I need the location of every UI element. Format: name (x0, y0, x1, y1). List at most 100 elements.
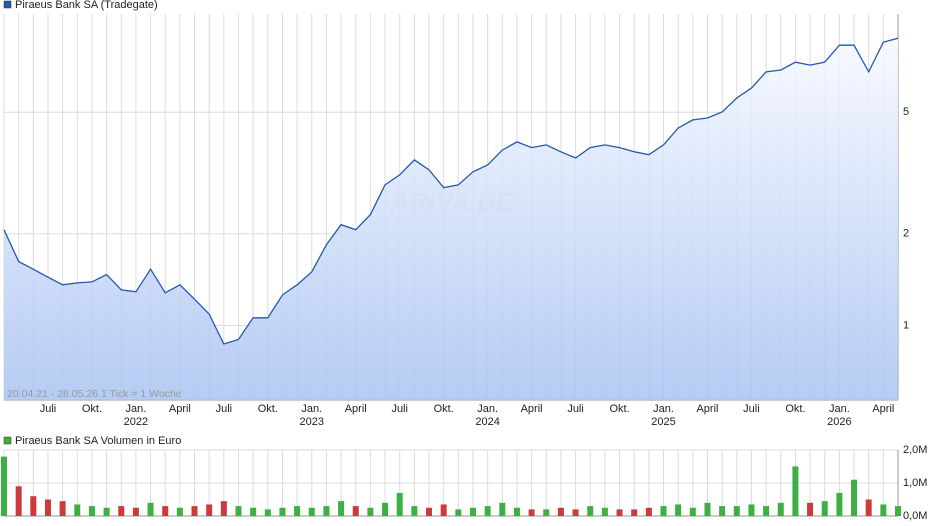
volume-bar (15, 486, 22, 516)
volume-bar (880, 504, 887, 516)
x-tick-label: Okt. (258, 403, 278, 415)
volume-bar (352, 506, 359, 516)
volume-bar (675, 504, 682, 516)
x-tick-label: April (169, 403, 191, 415)
volume-bar (440, 504, 447, 516)
y-tick-label: 0,0M (903, 510, 927, 522)
price-area (4, 38, 898, 400)
volume-bar (807, 502, 814, 516)
x-tick-label: Okt. (434, 403, 454, 415)
volume-bar (411, 506, 418, 516)
volume-bar (645, 507, 652, 516)
volume-bar (572, 509, 579, 516)
volume-bar (660, 506, 667, 516)
volume-bar (323, 506, 330, 516)
volume-bar (279, 507, 286, 516)
y-tick-label: 2 (903, 228, 909, 240)
volume-bar (367, 507, 374, 516)
y-tick-label: 1,0M (903, 477, 927, 489)
x-year-label: 2024 (475, 416, 499, 428)
volume-bar (719, 506, 726, 516)
x-tick-label: April (521, 403, 543, 415)
volume-bar (689, 507, 696, 516)
volume-bar (206, 504, 213, 516)
date-range-note: 20.04.21 - 28.05.26 1 Tick = 1 Woche (7, 388, 182, 400)
volume-bar (704, 502, 711, 516)
volume-bar (484, 506, 491, 516)
volume-bar (294, 506, 301, 516)
x-tick-label: Jan. (126, 403, 147, 415)
legend-swatch (3, 436, 12, 445)
x-tick-label: Jan. (829, 403, 850, 415)
volume-bar (382, 502, 389, 516)
volume-bar (616, 509, 623, 516)
volume-bar (455, 509, 462, 516)
volume-bar (836, 492, 843, 516)
volume-bar (308, 507, 315, 516)
volume-bar (1, 456, 7, 516)
volume-bar (851, 479, 858, 516)
volume-bar (132, 507, 139, 516)
volume-bar (792, 466, 799, 516)
volume-bar (59, 501, 66, 516)
x-tick-label: Jan. (653, 403, 674, 415)
x-tick-label: Juli (40, 403, 57, 415)
volume-bar (88, 506, 95, 516)
volume-bar (191, 506, 198, 516)
volume-bar (235, 506, 242, 516)
x-tick-label: Juli (743, 403, 760, 415)
volume-bar (264, 509, 271, 516)
volume-bar (528, 509, 535, 516)
x-tick-label: Jan. (477, 403, 498, 415)
volume-bar (44, 499, 51, 516)
volume-bar (777, 502, 784, 516)
volume-bar (821, 501, 828, 516)
volume-bar (176, 507, 183, 516)
x-tick-label: Juli (216, 403, 233, 415)
y-tick-label: 1 (903, 319, 909, 331)
volume-bar (74, 504, 81, 516)
x-tick-label: April (345, 403, 367, 415)
x-tick-label: April (696, 403, 718, 415)
x-year-label: 2023 (300, 416, 324, 428)
volume-bar (103, 507, 110, 516)
volume-bar (499, 502, 506, 516)
y-tick-label: 2,0M (903, 444, 927, 456)
volume-bar (865, 499, 872, 516)
x-year-label: 2025 (651, 416, 675, 428)
volume-bar (543, 509, 550, 516)
volume-bar (469, 507, 476, 516)
volume-bar (587, 506, 594, 516)
volume-bar (162, 506, 169, 516)
legend-swatch (3, 0, 12, 9)
x-tick-label: Jan. (301, 403, 322, 415)
x-tick-label: Juli (391, 403, 408, 415)
volume-bar (30, 496, 37, 516)
volume-bar (250, 507, 257, 516)
volume-bar (426, 507, 433, 516)
volume-bar (601, 507, 608, 516)
volume-bar (748, 504, 755, 516)
price-line (3, 37, 899, 345)
volume-bar (733, 506, 740, 516)
y-tick-label: 5 (903, 106, 909, 118)
volume-bar (338, 501, 345, 516)
legend-label: Piraeus Bank SA Volumen in Euro (15, 435, 181, 447)
volume-bar (396, 492, 403, 516)
x-tick-label: Okt. (609, 403, 629, 415)
volume-bar (557, 507, 564, 516)
x-tick-label: Okt. (82, 403, 102, 415)
volume-bar (147, 502, 154, 516)
x-tick-label: Okt. (785, 403, 805, 415)
x-year-label: 2022 (124, 416, 148, 428)
legend-label: Piraeus Bank SA (Tradegate) (15, 0, 158, 11)
volume-bar (895, 506, 901, 516)
volume-bar (118, 506, 125, 516)
x-year-label: 2026 (827, 416, 851, 428)
volume-bar (513, 507, 520, 516)
x-tick-label: April (872, 403, 894, 415)
volume-bar (220, 501, 227, 516)
x-tick-label: Juli (567, 403, 584, 415)
volume-bar (763, 506, 770, 516)
